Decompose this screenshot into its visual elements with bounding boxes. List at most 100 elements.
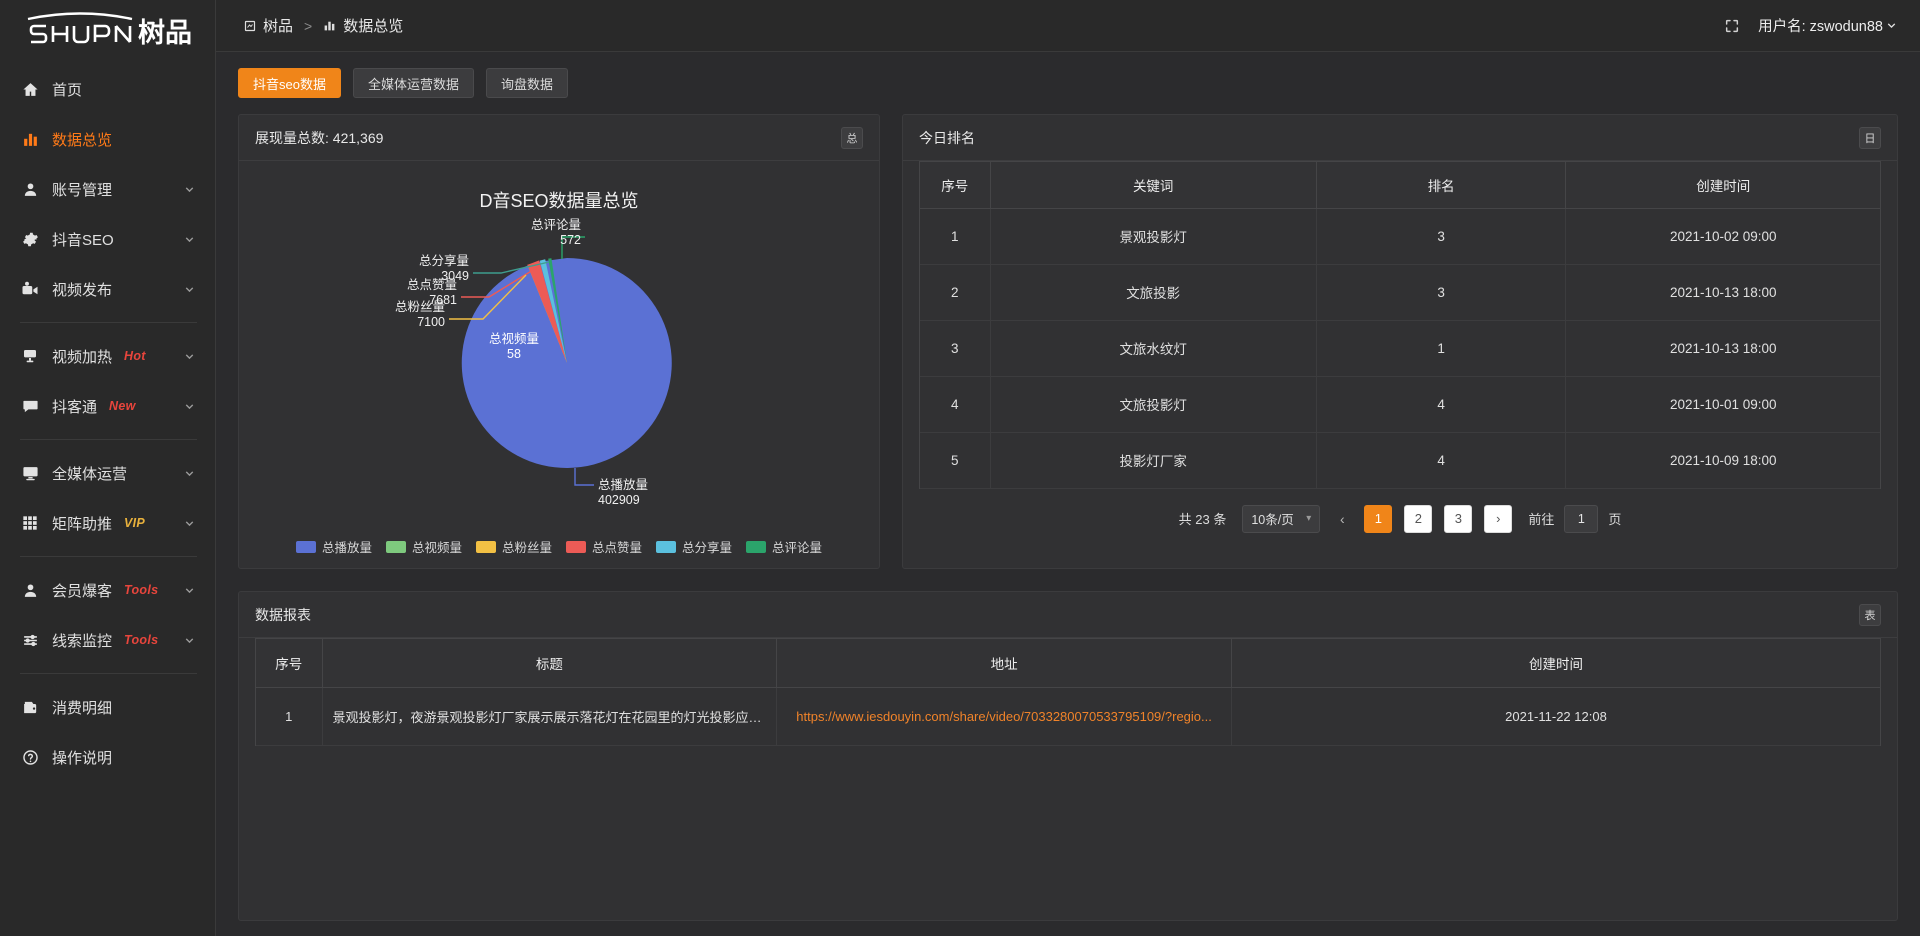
- pie-label-fans-name: 总粉丝量: [395, 299, 445, 314]
- leader-line-shares: [473, 261, 550, 274]
- sidebar-item-home[interactable]: 首页: [0, 64, 215, 114]
- legend-item-total-plays[interactable]: 总播放量: [295, 537, 372, 556]
- sidebar-item-video-publish[interactable]: 视频发布: [0, 264, 215, 314]
- legend-label: 总评论量: [772, 541, 823, 555]
- monitor-icon: [20, 463, 40, 483]
- legend-item-total-likes[interactable]: 总点赞量: [566, 537, 642, 556]
- page-size-select[interactable]: 10条/页 ▾: [1242, 504, 1321, 533]
- report-card-header: 数据报表 表: [239, 592, 1897, 638]
- chevron-down-icon[interactable]: [183, 633, 197, 647]
- table-header-row: 序号 标题 地址 创建时间: [256, 639, 1880, 688]
- sidebar-item-video-boost[interactable]: 视频加热 Hot: [0, 331, 215, 381]
- pie-slice-total-shares: [539, 259, 567, 363]
- legend-item-total-videos[interactable]: 总视频量: [385, 537, 462, 556]
- page-button-1[interactable]: 1: [1364, 504, 1393, 533]
- cell-index: 1: [256, 687, 323, 746]
- sidebar-item-tag: Tools: [124, 633, 159, 647]
- legend-swatch: [566, 540, 586, 553]
- sidebar-item-douketong[interactable]: 抖客通 New: [0, 381, 215, 431]
- sidebar-item-member-leads[interactable]: 会员爆客 Tools: [0, 565, 215, 615]
- cell-keyword: 文旅投影: [990, 264, 1317, 321]
- breadcrumb-item-root[interactable]: 树品: [244, 15, 293, 36]
- legend-swatch: [385, 540, 406, 553]
- legend-label: 总粉丝量: [501, 541, 552, 555]
- leader-line-comments: [561, 236, 585, 259]
- chevron-down-icon: ▾: [1306, 513, 1312, 524]
- report-card-title: 数据报表: [255, 606, 311, 623]
- sidebar-item-lead-monitor[interactable]: 线索监控 Tools: [0, 615, 215, 665]
- legend-item-total-fans[interactable]: 总粉丝量: [475, 537, 552, 556]
- page-button-2[interactable]: 2: [1404, 504, 1433, 533]
- sidebar-item-douyin-seo[interactable]: 抖音SEO: [0, 214, 215, 264]
- sidebar-item-account-management[interactable]: 账号管理: [0, 164, 215, 214]
- prev-page-button[interactable]: ‹: [1339, 510, 1345, 527]
- cell-rank: 3: [1316, 208, 1567, 265]
- chart-legend: 总播放量 总视频量 总粉丝量: [284, 537, 834, 556]
- cell-created: 2021-10-02 09:00: [1565, 208, 1880, 265]
- rank-scope-badge[interactable]: 日: [1859, 126, 1881, 149]
- table-row[interactable]: 1 景观投影灯，夜游景观投影灯厂家展示展示落花灯在花园里的灯光投影应用效果 # …: [256, 687, 1880, 746]
- goto-page-input[interactable]: [1564, 504, 1599, 533]
- table-row[interactable]: 5 投影灯厂家 4 2021-10-09 18:00: [920, 432, 1880, 489]
- legend-label: 总点赞量: [592, 541, 643, 555]
- brand-logo[interactable]: 树品: [0, 0, 215, 52]
- chevron-down-icon: [1887, 23, 1896, 29]
- rank-card: 今日排名 日 序号 关键词 排名: [902, 114, 1898, 569]
- rank-table: 序号 关键词 排名 创建时间 1 景观投影灯: [920, 162, 1880, 489]
- pie-label-shares-name: 总分享量: [419, 253, 469, 268]
- breadcrumb-item-current[interactable]: 数据总览: [323, 15, 403, 36]
- cell-created: 2021-10-13 18:00: [1565, 264, 1880, 321]
- pie-slice-total-comments: [548, 258, 567, 363]
- report-url-link[interactable]: https://www.iesdouyin.com/share/video/70…: [796, 708, 1212, 724]
- sidebar-nav: 首页 数据总览 账号管理 抖音: [0, 52, 215, 782]
- chevron-down-icon[interactable]: [183, 399, 197, 413]
- cell-url: https://www.iesdouyin.com/share/video/70…: [776, 687, 1232, 746]
- pie-chart[interactable]: 总评论量 572 总分享量 3049 总点赞量 7681 总粉丝量 7100 总…: [249, 215, 869, 535]
- page-size-value: 10条/页: [1251, 513, 1294, 527]
- svg-text:树品: 树品: [138, 18, 192, 48]
- fullscreen-icon[interactable]: [1724, 18, 1740, 34]
- table-header-row: 序号 关键词 排名 创建时间: [920, 162, 1880, 209]
- chart-scope-badge[interactable]: 总: [841, 126, 863, 149]
- chevron-down-icon[interactable]: [183, 182, 197, 196]
- sidebar-divider: [20, 673, 197, 674]
- cell-title: 景观投影灯，夜游景观投影灯厂家展示展示落花灯在花园里的灯光投影应用效果 #: [322, 687, 778, 746]
- tab-douyin-seo[interactable]: 抖音seo数据: [238, 68, 341, 98]
- user-menu[interactable]: 用户名: zswodun88: [1758, 15, 1898, 36]
- legend-item-total-comments[interactable]: 总评论量: [746, 537, 822, 556]
- page-button-3[interactable]: 3: [1444, 504, 1473, 533]
- main-area: 树品 > 数据总览 用户名: zswodun88: [216, 0, 1920, 936]
- sidebar-divider: [20, 439, 197, 440]
- shupin-logo-icon: 树品: [27, 12, 192, 48]
- grid-icon: [20, 513, 40, 533]
- table-row[interactable]: 1 景观投影灯 3 2021-10-02 09:00: [920, 208, 1880, 265]
- legend-item-total-shares[interactable]: 总分享量: [656, 537, 732, 556]
- sidebar-item-data-overview[interactable]: 数据总览: [0, 114, 215, 164]
- next-page-button[interactable]: ›: [1484, 504, 1513, 533]
- tab-omni-media[interactable]: 全媒体运营数据: [352, 68, 474, 98]
- chevron-down-icon[interactable]: [183, 232, 197, 246]
- table-row[interactable]: 3 文旅水纹灯 1 2021-10-13 18:00: [920, 320, 1880, 377]
- sidebar-item-omni-media[interactable]: 全媒体运营: [0, 448, 215, 498]
- sidebar-item-operation-guide[interactable]: 操作说明: [0, 732, 215, 782]
- sidebar-item-consumption-detail[interactable]: 消费明细: [0, 682, 215, 732]
- cell-index: 1: [920, 208, 991, 265]
- cell-created: 2021-10-01 09:00: [1565, 376, 1880, 433]
- chevron-down-icon[interactable]: [183, 516, 197, 530]
- pie-label-fans-value: 7100: [417, 315, 445, 329]
- pie-label-plays-value: 402909: [598, 493, 640, 507]
- report-scope-badge[interactable]: 表: [1859, 603, 1881, 626]
- col-title: 标题: [322, 639, 778, 688]
- table-row[interactable]: 4 文旅投影灯 4 2021-10-01 09:00: [920, 376, 1880, 433]
- goto-unit: 页: [1608, 512, 1622, 527]
- chevron-down-icon[interactable]: [183, 349, 197, 363]
- chevron-down-icon[interactable]: [183, 282, 197, 296]
- chevron-down-icon[interactable]: [183, 466, 197, 480]
- tab-inquiry[interactable]: 询盘数据: [485, 68, 568, 98]
- chevron-down-icon[interactable]: [183, 583, 197, 597]
- gear-icon: [20, 229, 40, 249]
- wallet-icon: [20, 697, 40, 717]
- table-row[interactable]: 2 文旅投影 3 2021-10-13 18:00: [920, 264, 1880, 321]
- data-source-tabs: 抖音seo数据 全媒体运营数据 询盘数据: [238, 68, 1898, 98]
- sidebar-item-matrix-boost[interactable]: 矩阵助推 VIP: [0, 498, 215, 548]
